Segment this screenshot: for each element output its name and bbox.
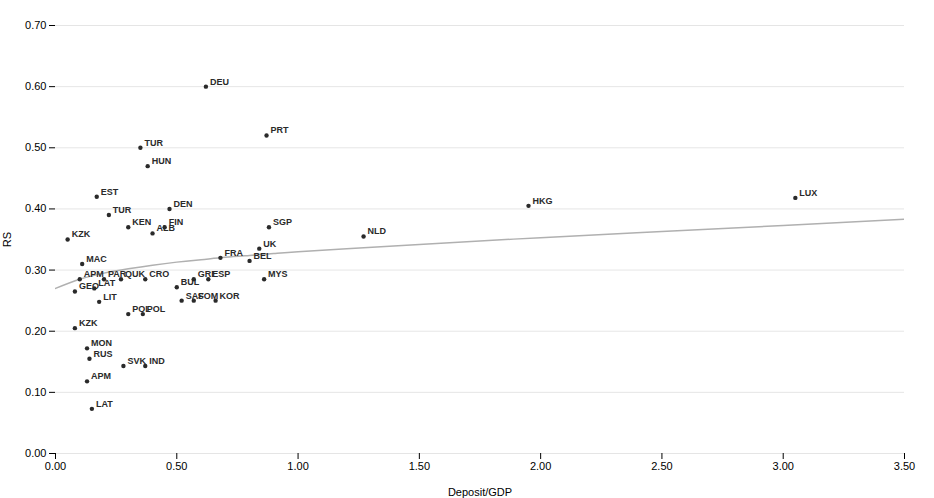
svg-text:2.00: 2.00	[530, 460, 551, 472]
svg-text:3.00: 3.00	[773, 460, 794, 472]
svg-text:RS: RS	[1, 232, 13, 247]
svg-text:Deposit/GDP: Deposit/GDP	[448, 486, 512, 498]
svg-text:LUX: LUX	[799, 188, 817, 198]
svg-text:GRE: GRE	[197, 269, 218, 280]
svg-text:LIT: LIT	[103, 292, 117, 302]
svg-text:KZK: KZK	[79, 318, 98, 328]
svg-text:0.60: 0.60	[25, 80, 46, 92]
svg-text:RUS: RUS	[93, 349, 112, 359]
svg-text:0.40: 0.40	[25, 202, 46, 214]
svg-text:CRO: CRO	[149, 269, 169, 279]
svg-text:SVK: SVK	[127, 356, 146, 366]
svg-text:NLD: NLD	[368, 226, 387, 236]
svg-text:MYS: MYS	[268, 269, 288, 279]
svg-text:SOM: SOM	[198, 291, 219, 301]
svg-text:APM: APM	[83, 269, 104, 280]
svg-text:PRT: PRT	[271, 125, 290, 135]
svg-text:0.70: 0.70	[25, 19, 46, 31]
svg-text:ALB: ALB	[157, 223, 176, 233]
svg-text:BEL: BEL	[254, 251, 273, 261]
svg-text:DEN: DEN	[174, 199, 193, 209]
svg-text:0.00: 0.00	[25, 447, 46, 459]
svg-text:GEO: GEO	[79, 281, 99, 291]
svg-text:2.50: 2.50	[651, 460, 672, 472]
svg-text:KZK: KZK	[72, 229, 91, 239]
svg-text:POL: POL	[147, 304, 166, 314]
svg-text:3.50: 3.50	[894, 460, 915, 472]
svg-text:1.50: 1.50	[409, 460, 430, 472]
svg-text:FRA: FRA	[224, 248, 243, 258]
svg-text:LAT: LAT	[96, 399, 113, 409]
svg-text:LAT: LAT	[98, 278, 115, 288]
svg-text:QUK: QUK	[125, 269, 146, 279]
svg-text:EST: EST	[101, 187, 119, 197]
svg-text:0.30: 0.30	[25, 264, 46, 276]
svg-text:APM: APM	[91, 371, 111, 381]
svg-text:0.50: 0.50	[166, 460, 187, 472]
svg-text:0.50: 0.50	[25, 141, 46, 153]
svg-text:FIN: FIN	[168, 217, 184, 228]
svg-text:HUN: HUN	[152, 156, 172, 166]
svg-text:MAC: MAC	[86, 254, 107, 264]
svg-text:0.00: 0.00	[45, 460, 66, 472]
svg-text:SGP: SGP	[273, 217, 292, 227]
svg-text:MON: MON	[91, 338, 112, 348]
svg-text:TUR: TUR	[113, 205, 132, 215]
svg-text:UK: UK	[263, 239, 276, 249]
svg-text:0.20: 0.20	[25, 325, 46, 337]
svg-text:POL: POL	[132, 304, 151, 314]
svg-text:SAF: SAF	[185, 290, 204, 301]
svg-text:KOR: KOR	[220, 291, 241, 301]
svg-text:BUL: BUL	[181, 277, 200, 287]
svg-text:1.00: 1.00	[287, 460, 308, 472]
svg-text:ESP: ESP	[212, 269, 230, 279]
svg-text:TUR: TUR	[144, 138, 163, 148]
svg-text:0.10: 0.10	[25, 386, 46, 398]
svg-text:HKG: HKG	[533, 196, 553, 206]
svg-text:KEN: KEN	[132, 217, 151, 227]
svg-text:IND: IND	[149, 356, 165, 366]
svg-text:DEU: DEU	[210, 77, 229, 87]
